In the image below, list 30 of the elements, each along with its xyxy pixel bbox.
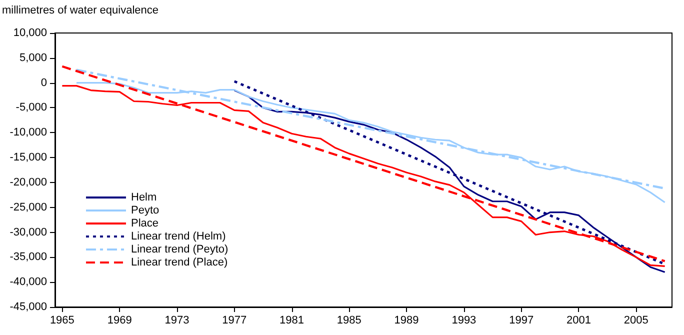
y-tick-label: -20,000 — [10, 176, 47, 188]
x-tick-label: 1981 — [280, 314, 304, 326]
x-tick-label: 2001 — [566, 314, 591, 326]
legend-label: Linear trend (Helm) — [131, 230, 226, 242]
legend-label: Linear trend (Peyto) — [131, 244, 228, 256]
y-tick-label: 5,000 — [19, 52, 47, 64]
legend-label: Helm — [131, 192, 157, 204]
y-tick-label: -45,000 — [10, 301, 47, 313]
y-tick-label: -25,000 — [10, 201, 47, 214]
x-tick-label: 1969 — [107, 314, 132, 326]
y-tick-label: -30,000 — [10, 226, 47, 238]
y-axis-title: millimetres of water equivalence — [2, 4, 159, 16]
x-tick-label: 2005 — [624, 314, 648, 326]
y-tick-label: -35,000 — [10, 251, 47, 264]
legend-label: Peyto — [131, 204, 160, 216]
x-tick-label: 1977 — [222, 314, 247, 326]
y-tick-label: -5,000 — [16, 102, 47, 114]
y-tick-label: 0 — [40, 76, 47, 89]
y-tick-label: -40,000 — [10, 276, 47, 288]
y-tick-label: -15,000 — [10, 152, 47, 164]
x-tick-label: 1989 — [394, 314, 419, 326]
legend-label: Linear trend (Place) — [131, 256, 228, 268]
x-tick-label: 1997 — [509, 314, 534, 326]
y-tick-label: -10,000 — [10, 126, 47, 139]
x-tick-label: 1985 — [336, 314, 362, 326]
x-tick-label: 1993 — [452, 314, 476, 326]
legend-label: Place — [131, 218, 159, 230]
x-tick-label: 1965 — [50, 314, 74, 326]
y-tick-label: 10,000 — [13, 27, 47, 39]
x-tick-label: 1973 — [164, 314, 190, 326]
